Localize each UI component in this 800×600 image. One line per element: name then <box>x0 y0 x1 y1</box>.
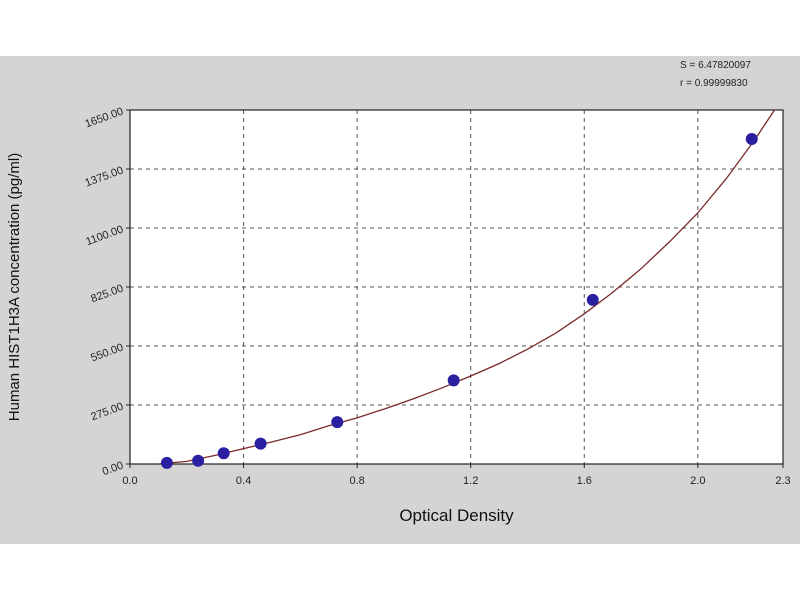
y-tick-label: 1375.00 <box>84 165 125 190</box>
data-point <box>160 456 173 469</box>
fit-stat-s: S = 6.47820097 <box>680 60 751 71</box>
y-tick-labels: 0.00275.00550.00825.001100.001375.001650… <box>84 106 125 479</box>
y-tick-label: 1650.00 <box>84 106 125 131</box>
x-tick-label: 0.0 <box>122 475 137 487</box>
grid-lines <box>130 110 783 464</box>
x-tick-label: 0.4 <box>236 475 251 487</box>
data-point <box>192 454 205 467</box>
x-axis-title: Optical Density <box>399 506 514 525</box>
data-point <box>447 374 460 387</box>
data-point <box>217 447 230 460</box>
chart-panel: 0.0 0.4 0.8 1.2 1.6 2.0 2.3 0.00 275.00 550.00 82… <box>0 56 800 544</box>
x-tick-label: 2.0 <box>690 475 705 487</box>
data-point <box>586 293 599 306</box>
x-tick-label: 0.8 <box>349 475 364 487</box>
y-tick-label: 275.00 <box>89 401 125 424</box>
data-point <box>745 132 758 145</box>
x-tick-labels: 0.0 0.4 0.8 1.2 1.6 2.0 2.3 <box>122 475 790 487</box>
data-points <box>160 132 758 469</box>
y-tick-label: 1100.00 <box>84 224 125 249</box>
x-tick-label: 1.2 <box>463 475 478 487</box>
fit-stat-r: r = 0.99999830 <box>680 78 748 89</box>
data-point <box>254 437 267 450</box>
data-point <box>331 416 344 429</box>
y-tick-label: 550.00 <box>89 342 125 365</box>
x-tick-label: 2.3 <box>775 475 790 487</box>
y-tick-label: 825.00 <box>89 283 125 306</box>
x-tick-label: 1.6 <box>577 475 592 487</box>
y-axis-title: Human HIST1H3A concentration (pg/ml) <box>6 153 23 421</box>
chart: 0.0 0.4 0.8 1.2 1.6 2.0 2.3 0.00275.00550.0082… <box>6 60 791 525</box>
axes <box>126 109 784 468</box>
